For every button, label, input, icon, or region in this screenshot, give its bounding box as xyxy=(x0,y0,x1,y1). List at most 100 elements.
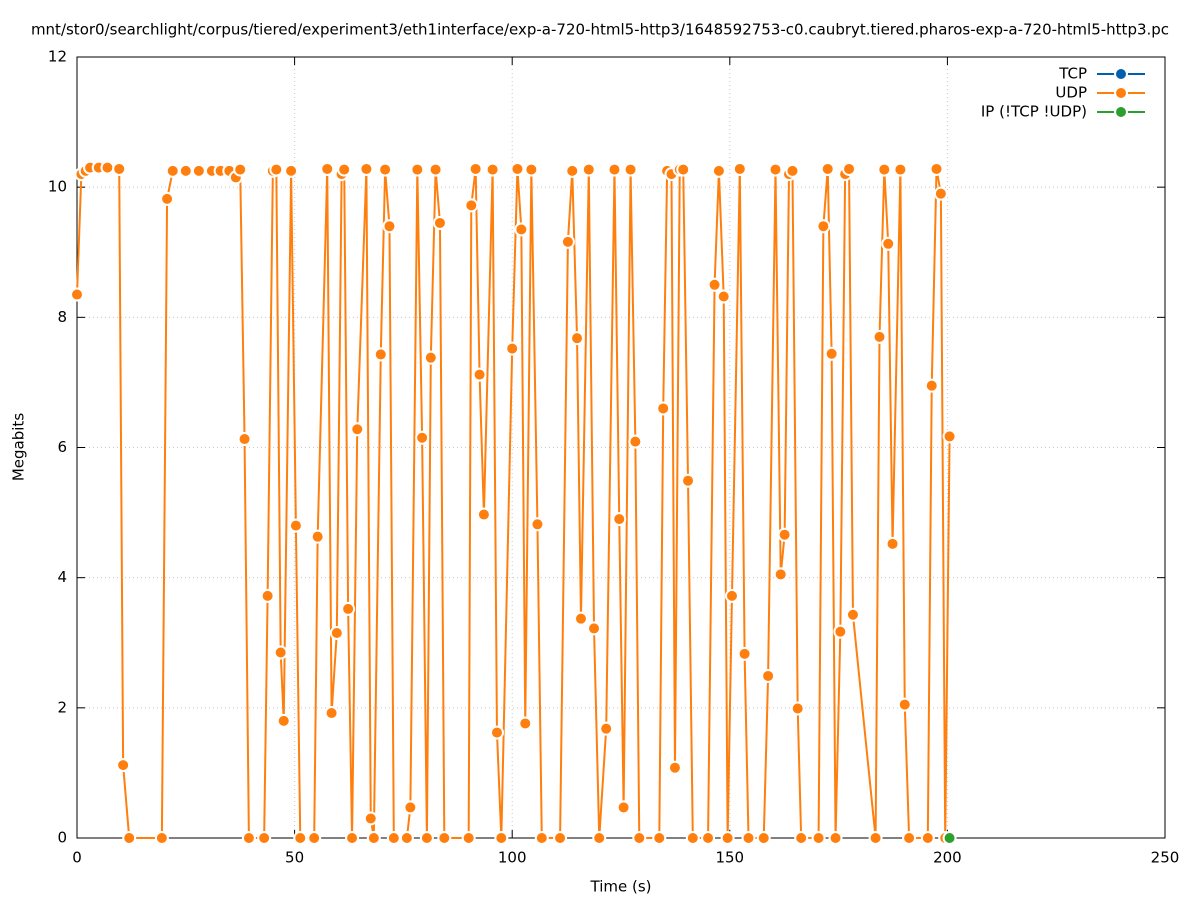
data-point xyxy=(273,645,288,660)
data-point xyxy=(100,160,115,175)
data-point xyxy=(324,706,339,721)
data-point xyxy=(415,430,430,445)
data-point xyxy=(437,831,452,845)
data-point xyxy=(461,831,476,845)
data-point xyxy=(652,831,667,845)
legend-label: UDP xyxy=(1055,84,1087,102)
data-point xyxy=(410,162,425,177)
data-point xyxy=(237,432,252,447)
data-point xyxy=(307,831,322,845)
data-point xyxy=(565,163,580,178)
data-point xyxy=(359,161,374,176)
y-tick-label: 0 xyxy=(57,829,67,847)
data-point xyxy=(464,198,479,213)
data-point xyxy=(468,161,483,176)
data-point xyxy=(794,831,809,845)
chart-title: mnt/stor0/searchlight/corpus/tiered/expe… xyxy=(31,21,1169,39)
y-tick-label: 4 xyxy=(57,568,67,586)
data-point xyxy=(288,518,303,533)
data-point xyxy=(518,716,533,731)
x-tick-label: 0 xyxy=(72,849,82,867)
data-point xyxy=(476,507,491,522)
y-axis-label: Megabits xyxy=(10,413,28,481)
data-point xyxy=(676,162,691,177)
series-line xyxy=(76,165,951,839)
data-point xyxy=(592,831,607,845)
x-tick-label: 200 xyxy=(933,849,962,867)
data-point xyxy=(607,162,622,177)
data-point xyxy=(667,760,682,775)
data-point xyxy=(924,378,939,393)
data-point xyxy=(329,625,344,640)
data-point xyxy=(720,831,735,845)
data-point xyxy=(942,429,957,444)
data-point xyxy=(489,725,504,740)
data-point xyxy=(628,434,643,449)
data-point xyxy=(842,161,857,176)
data-point xyxy=(386,831,401,845)
y-tick-label: 8 xyxy=(57,308,67,326)
data-point xyxy=(341,601,356,616)
legend-label: TCP xyxy=(1058,65,1087,83)
data-point xyxy=(902,831,917,845)
data-point xyxy=(816,219,831,234)
data-point xyxy=(432,215,447,230)
data-point xyxy=(378,162,393,177)
data-point xyxy=(112,161,127,176)
data-point xyxy=(824,346,839,361)
data-point xyxy=(485,162,500,177)
data-point xyxy=(820,161,835,176)
data-point xyxy=(276,713,291,728)
data-point xyxy=(711,163,726,178)
legend-swatch xyxy=(1114,86,1128,100)
data-point xyxy=(616,800,631,815)
data-point xyxy=(685,831,700,845)
legend-label: IP (!TCP !UDP) xyxy=(981,103,1087,121)
data-point xyxy=(366,831,381,845)
y-tick-label: 12 xyxy=(48,48,67,66)
data-point xyxy=(260,588,275,603)
data-point xyxy=(284,163,299,178)
data-point xyxy=(363,811,378,826)
data-point xyxy=(191,163,206,178)
data-point xyxy=(929,161,944,176)
data-point xyxy=(581,162,596,177)
data-point xyxy=(587,621,602,636)
data-point xyxy=(116,758,131,773)
data-point xyxy=(373,347,388,362)
data-point xyxy=(773,567,788,582)
data-point xyxy=(382,219,397,234)
data-point xyxy=(707,277,722,292)
data-point xyxy=(560,234,575,249)
data-point xyxy=(761,668,776,683)
data-point xyxy=(656,401,671,416)
data-point xyxy=(828,831,843,845)
data-point xyxy=(514,222,529,237)
data-point xyxy=(337,162,352,177)
data-point xyxy=(790,701,805,716)
x-tick-label: 100 xyxy=(498,849,527,867)
data-point xyxy=(472,367,487,382)
data-point xyxy=(716,289,731,304)
data-point xyxy=(877,162,892,177)
data-point xyxy=(885,536,900,551)
data-point xyxy=(70,287,84,302)
data-point xyxy=(724,588,739,603)
y-tick-label: 2 xyxy=(57,698,67,716)
data-point xyxy=(165,163,180,178)
data-point xyxy=(399,831,414,845)
data-point xyxy=(178,163,193,178)
data-point xyxy=(599,721,614,736)
data-point xyxy=(293,831,308,845)
data-point xyxy=(623,162,638,177)
data-point xyxy=(612,512,627,527)
data-point xyxy=(920,831,935,845)
legend-swatch xyxy=(1114,105,1128,119)
data-point xyxy=(345,831,360,845)
data-point xyxy=(785,163,800,178)
data-point xyxy=(868,831,883,845)
x-axis-label: Time (s) xyxy=(590,878,652,896)
data-point xyxy=(241,831,256,845)
data-point xyxy=(423,350,438,365)
